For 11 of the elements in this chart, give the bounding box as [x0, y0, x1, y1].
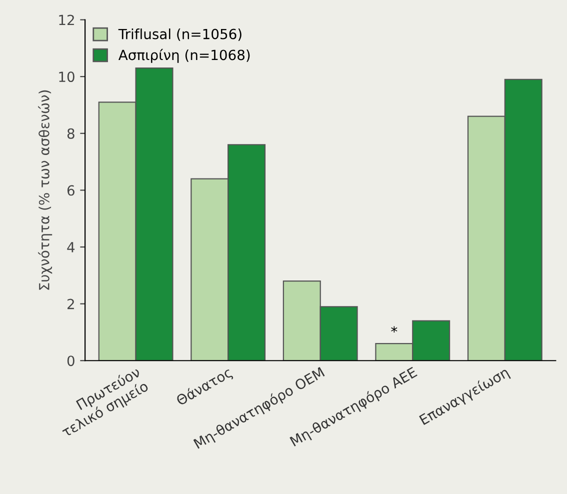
y-axis-title: Συχνότητα (% των ασθενών)	[38, 90, 52, 290]
y-tick-label: 12	[59, 14, 74, 26]
y-tick-label: 2	[68, 298, 74, 310]
y-tick-label: 4	[67, 242, 75, 252]
y-tick-label: 10	[59, 72, 74, 82]
legend-label: Ασπιρίνη (n=1068)	[118, 48, 250, 63]
y-tick-label: 0	[67, 356, 74, 366]
annotation: *	[391, 326, 398, 333]
legend-label: Triflusal (n=1056)	[118, 28, 242, 41]
y-tick-label: 6	[67, 185, 74, 196]
y-tick-label: 8	[67, 128, 74, 139]
